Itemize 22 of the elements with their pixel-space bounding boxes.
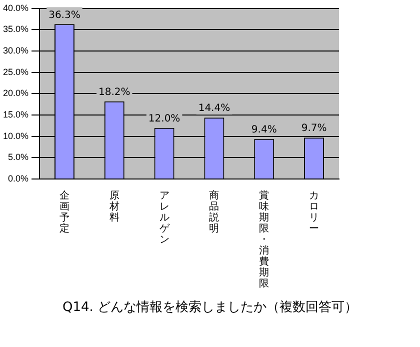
y-tick-label: 0.0%: [8, 173, 29, 184]
x-tick-label: アレルゲン: [159, 190, 170, 246]
data-label: 9.4%: [251, 124, 277, 136]
data-label: 12.0%: [148, 113, 180, 124]
x-tick-label: 企画予定: [59, 189, 70, 234]
data-label: 36.3%: [48, 10, 80, 21]
data-label: 18.2%: [98, 86, 130, 98]
y-tick-label: 20.0%: [2, 88, 29, 98]
text: Q14. どんな情報を検索しましたか（複数回答可）: [61, 299, 359, 316]
y-tick-label: 10.0%: [2, 130, 29, 141]
category-label: 賞味期限・消費期限: [259, 190, 270, 290]
y-tick-label: 15.0%: [2, 110, 29, 120]
y-tick-label: 25.0%: [2, 66, 29, 77]
y-tick-label: 5.0%: [8, 152, 29, 162]
data-label: 9.7%: [301, 123, 327, 134]
y-tick-label: 40.0%: [2, 2, 29, 13]
x-tick-label: 商品説明: [209, 189, 220, 234]
y-tick-label: 35.0%: [2, 24, 29, 34]
x-tick-label: カロリー: [309, 190, 320, 234]
data-label: 14.4%: [198, 103, 230, 114]
x-tick-label: 原材料: [108, 190, 120, 224]
y-tick-label: 30.0%: [2, 46, 29, 56]
